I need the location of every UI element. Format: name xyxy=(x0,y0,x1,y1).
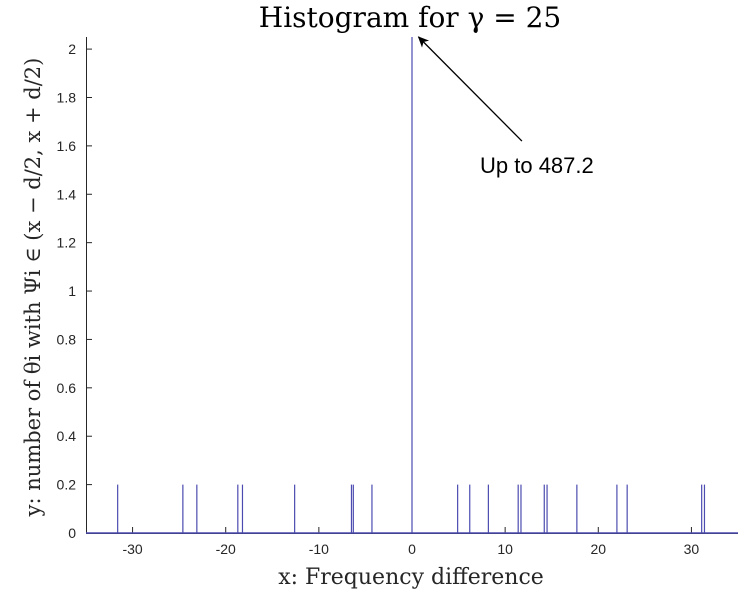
x-tick-label: -30 xyxy=(122,541,142,557)
y-tick-label: 1.8 xyxy=(57,89,77,105)
y-tick-label: 1.2 xyxy=(57,235,77,251)
annotation-arrow xyxy=(417,36,523,142)
y-axis-label: y: number of θi with Ψi ∈ (x − d/2, x + … xyxy=(21,58,45,518)
x-tick-label: 10 xyxy=(497,541,513,557)
x-tick-label: 20 xyxy=(590,541,606,557)
x-ticks: -30 -20 -10 0 10 20 30 xyxy=(122,527,699,557)
y-tick-label: 0.2 xyxy=(57,477,77,493)
y-tick-label: 0.8 xyxy=(57,331,77,347)
chart-title: Histogram for γ = 25 xyxy=(259,1,561,34)
y-tick-label: 1 xyxy=(68,283,76,299)
annotation-text: Up to 487.2 xyxy=(480,153,594,178)
y-tick-label: 1.4 xyxy=(57,186,77,202)
histogram-stems xyxy=(86,37,738,534)
x-tick-label: 30 xyxy=(684,541,700,557)
x-tick-label: 0 xyxy=(408,541,416,557)
y-tick-label: 0 xyxy=(68,525,76,541)
x-axis-label: x: Frequency difference xyxy=(278,565,544,590)
y-tick-label: 1.6 xyxy=(57,138,77,154)
y-ticks: 0 0.2 0.4 0.6 0.8 1 1.2 1.4 1.6 1.8 2 xyxy=(57,41,92,541)
x-tick-label: -20 xyxy=(216,541,236,557)
x-tick-label: -10 xyxy=(309,541,329,557)
y-tick-label: 2 xyxy=(68,41,76,57)
y-tick-label: 0.6 xyxy=(57,380,77,396)
y-tick-label: 0.4 xyxy=(57,428,77,444)
